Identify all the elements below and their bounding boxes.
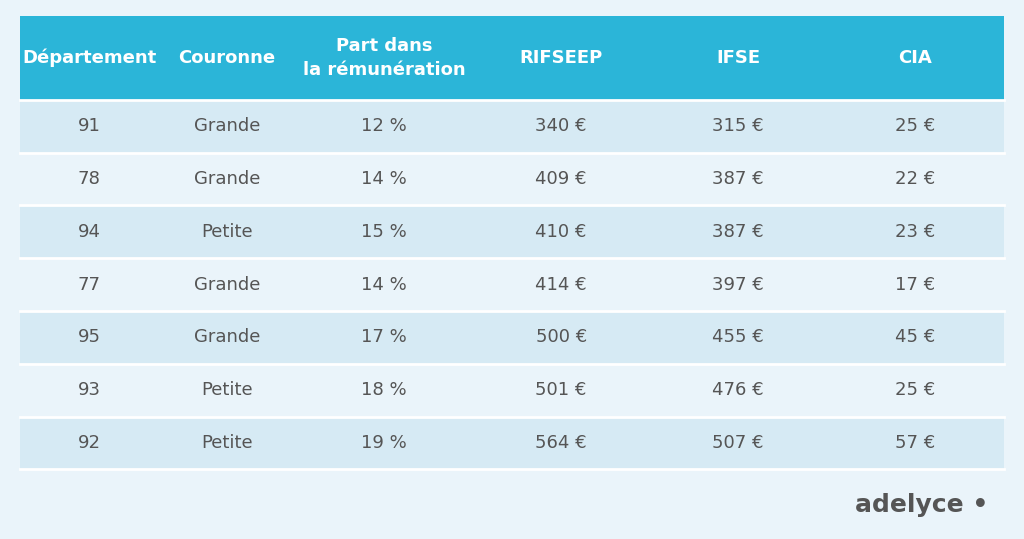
Bar (20, 417, 1004, 469)
Text: 409 €: 409 € (536, 170, 587, 188)
Text: 14 %: 14 % (361, 170, 408, 188)
Text: Part dans
la rémunération: Part dans la rémunération (303, 37, 466, 79)
Text: 93: 93 (78, 381, 100, 399)
Text: Petite: Petite (201, 381, 253, 399)
Text: 19 %: 19 % (361, 434, 408, 452)
Text: 501 €: 501 € (536, 381, 587, 399)
Text: Grande: Grande (194, 117, 260, 135)
Bar (20, 258, 1004, 311)
Text: 340 €: 340 € (536, 117, 587, 135)
Bar (20, 16, 1004, 100)
Text: 94: 94 (78, 223, 100, 241)
Text: Département: Département (23, 49, 157, 67)
Text: 414 €: 414 € (536, 275, 587, 294)
Text: 14 %: 14 % (361, 275, 408, 294)
Text: 315 €: 315 € (713, 117, 764, 135)
Text: 387 €: 387 € (713, 170, 764, 188)
Text: 15 %: 15 % (361, 223, 408, 241)
Bar (20, 100, 1004, 153)
Bar (20, 364, 1004, 417)
Text: 91: 91 (78, 117, 100, 135)
Text: 564 €: 564 € (536, 434, 587, 452)
Text: CIA: CIA (898, 49, 932, 67)
Text: Petite: Petite (201, 434, 253, 452)
Text: Grande: Grande (194, 328, 260, 347)
Text: adelyce •: adelyce • (855, 493, 988, 517)
Text: 92: 92 (78, 434, 100, 452)
Text: IFSE: IFSE (716, 49, 760, 67)
Bar (20, 311, 1004, 364)
Text: 95: 95 (78, 328, 100, 347)
Text: 25 €: 25 € (895, 117, 935, 135)
Text: Grande: Grande (194, 275, 260, 294)
Text: Petite: Petite (201, 223, 253, 241)
Text: 476 €: 476 € (713, 381, 764, 399)
Text: 25 €: 25 € (895, 381, 935, 399)
Text: 17 €: 17 € (895, 275, 935, 294)
Text: RIFSEEP: RIFSEEP (519, 49, 603, 67)
Bar (20, 205, 1004, 258)
Text: 455 €: 455 € (713, 328, 764, 347)
Bar (20, 153, 1004, 205)
Text: 397 €: 397 € (713, 275, 764, 294)
Text: 22 €: 22 € (895, 170, 935, 188)
Text: Grande: Grande (194, 170, 260, 188)
Text: 12 %: 12 % (361, 117, 408, 135)
Text: 500 €: 500 € (536, 328, 587, 347)
Text: 57 €: 57 € (895, 434, 935, 452)
Text: 23 €: 23 € (895, 223, 935, 241)
Text: Couronne: Couronne (178, 49, 275, 67)
Text: 18 %: 18 % (361, 381, 407, 399)
Text: 77: 77 (78, 275, 100, 294)
Text: 410 €: 410 € (536, 223, 587, 241)
Text: 387 €: 387 € (713, 223, 764, 241)
Text: 17 %: 17 % (361, 328, 408, 347)
Text: 78: 78 (78, 170, 100, 188)
Text: 507 €: 507 € (713, 434, 764, 452)
Text: 45 €: 45 € (895, 328, 935, 347)
